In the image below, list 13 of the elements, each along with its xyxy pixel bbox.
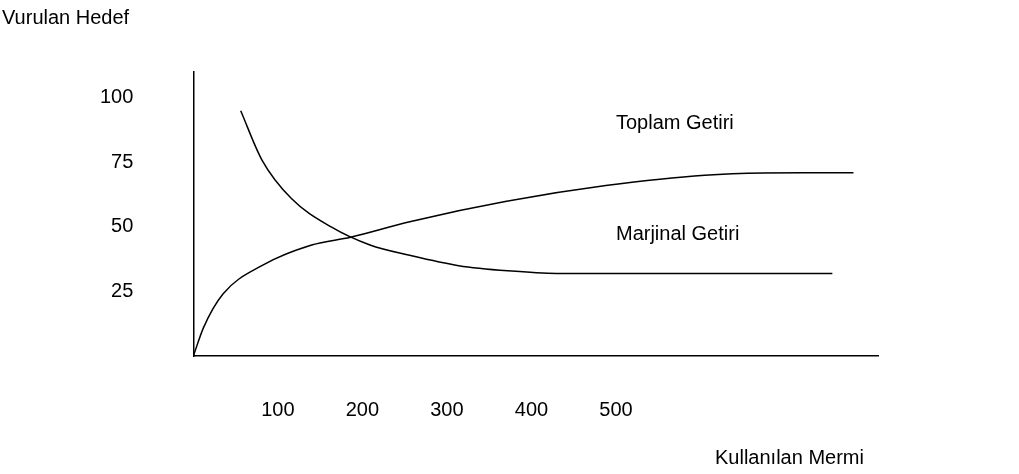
x-axis-title: Kullanılan Mermi bbox=[715, 445, 864, 468]
x-tick-label: 200 bbox=[345, 397, 380, 420]
y-axis-title: Vurulan Hedef bbox=[2, 5, 130, 28]
y-tick-label: 100 bbox=[99, 85, 134, 108]
x-tick-label: 400 bbox=[514, 397, 549, 420]
x-tick-label: 300 bbox=[430, 397, 464, 420]
text: Toplam Getiri bbox=[615, 111, 734, 134]
x-tick-label: 100 bbox=[261, 397, 295, 420]
y-tick-label: 50 bbox=[111, 214, 134, 237]
y-tick-label: 75 bbox=[111, 149, 134, 172]
x-tick-label: 500 bbox=[599, 397, 633, 420]
series-label: Marjinal Getiri bbox=[615, 222, 740, 245]
y-tick-label: 25 bbox=[111, 278, 134, 301]
